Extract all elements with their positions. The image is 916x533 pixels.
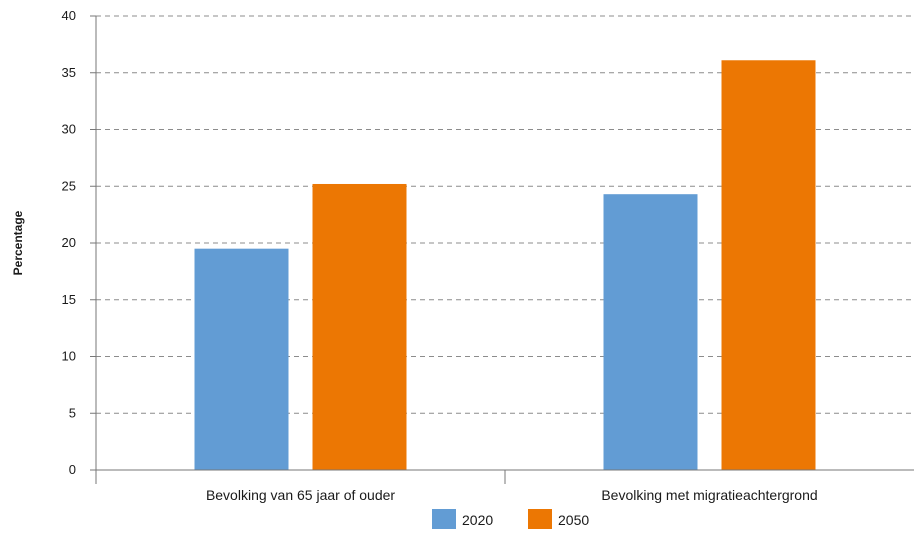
bar-2050-2 — [721, 60, 816, 470]
y-tick-label: 15 — [62, 292, 76, 307]
y-axis-label: Percentage — [11, 210, 25, 275]
y-tick-label: 20 — [62, 235, 76, 250]
y-tick-label: 40 — [62, 8, 76, 23]
y-tick-label: 0 — [69, 462, 76, 477]
legend: 2020 2050 — [432, 509, 589, 529]
bar-2020-2 — [603, 194, 698, 470]
bar-2020-1 — [194, 248, 289, 470]
legend-label-2020: 2020 — [462, 512, 493, 528]
y-tick-label: 30 — [62, 122, 76, 137]
bar-2050-1 — [312, 183, 407, 471]
x-category-label: Bevolking met migratieachtergrond — [601, 487, 817, 503]
legend-swatch-2050 — [528, 509, 552, 529]
y-tick-label: 35 — [62, 65, 76, 80]
y-tick-label: 5 — [69, 405, 76, 420]
x-category-label: Bevolking van 65 jaar of ouder — [206, 487, 395, 503]
y-tick-label: 10 — [62, 349, 76, 364]
legend-label-2050: 2050 — [558, 512, 589, 528]
x-axis-categories: Bevolking van 65 jaar of ouder Bevolking … — [206, 470, 818, 503]
legend-swatch-2020 — [432, 509, 456, 529]
bars — [194, 60, 816, 471]
y-axis-ticks: 0 5 10 15 20 25 30 35 40 — [62, 8, 96, 477]
y-tick-label: 25 — [62, 178, 76, 193]
